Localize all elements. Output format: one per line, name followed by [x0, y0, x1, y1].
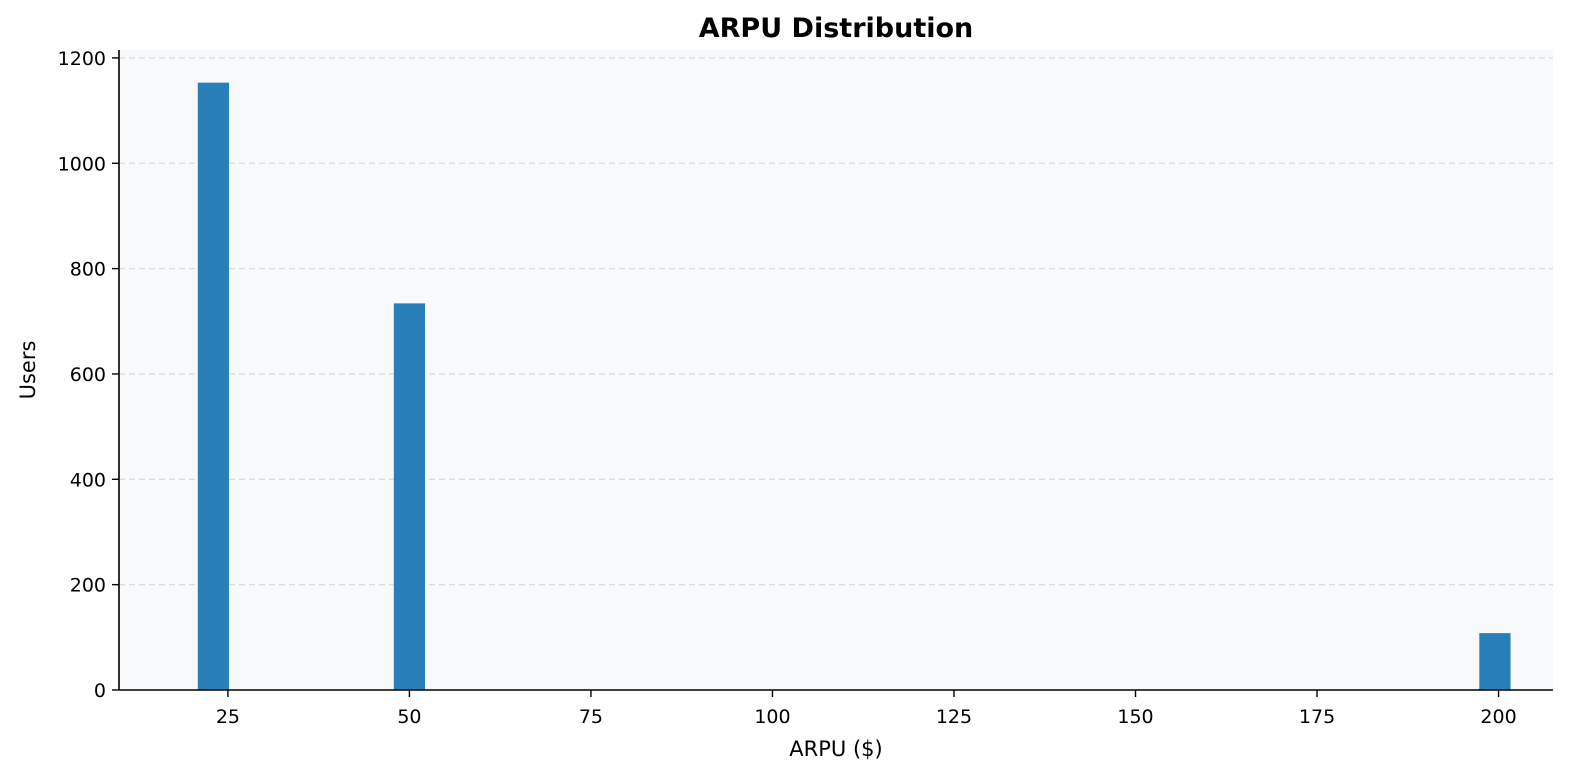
y-tick-label: 1000 [58, 153, 106, 175]
y-tick-label: 1200 [58, 48, 106, 70]
x-tick-label: 100 [754, 706, 790, 728]
axes [118, 50, 1553, 691]
x-tick-label: 175 [1299, 706, 1335, 728]
x-tick-label: 150 [1117, 706, 1153, 728]
plot-area [119, 50, 1553, 690]
y-tick-label: 200 [70, 575, 106, 597]
x-tick-label: 25 [216, 706, 240, 728]
x-axis-label: ARPU ($) [789, 737, 882, 761]
y-tick-label: 600 [70, 364, 106, 386]
bars [197, 82, 1511, 690]
y-tick-label: 0 [94, 680, 106, 702]
x-tick-label: 75 [579, 706, 603, 728]
y-tick-label: 800 [70, 259, 106, 281]
y-ticks: 0 200 400 600 800 1000 1200 [58, 48, 119, 702]
y-axis-label: Users [16, 341, 40, 400]
histogram-bar [1479, 633, 1511, 690]
grid-lines [119, 57, 1553, 586]
histogram-bar [197, 82, 230, 690]
x-tick-label: 125 [936, 706, 972, 728]
x-tick-label: 200 [1480, 706, 1516, 728]
x-ticks: 25 50 75 100 125 150 175 200 [216, 690, 1517, 728]
chart-title: ARPU Distribution [699, 13, 974, 44]
histogram-bar [393, 303, 426, 690]
x-tick-label: 50 [397, 706, 421, 728]
y-tick-label: 400 [70, 469, 106, 491]
